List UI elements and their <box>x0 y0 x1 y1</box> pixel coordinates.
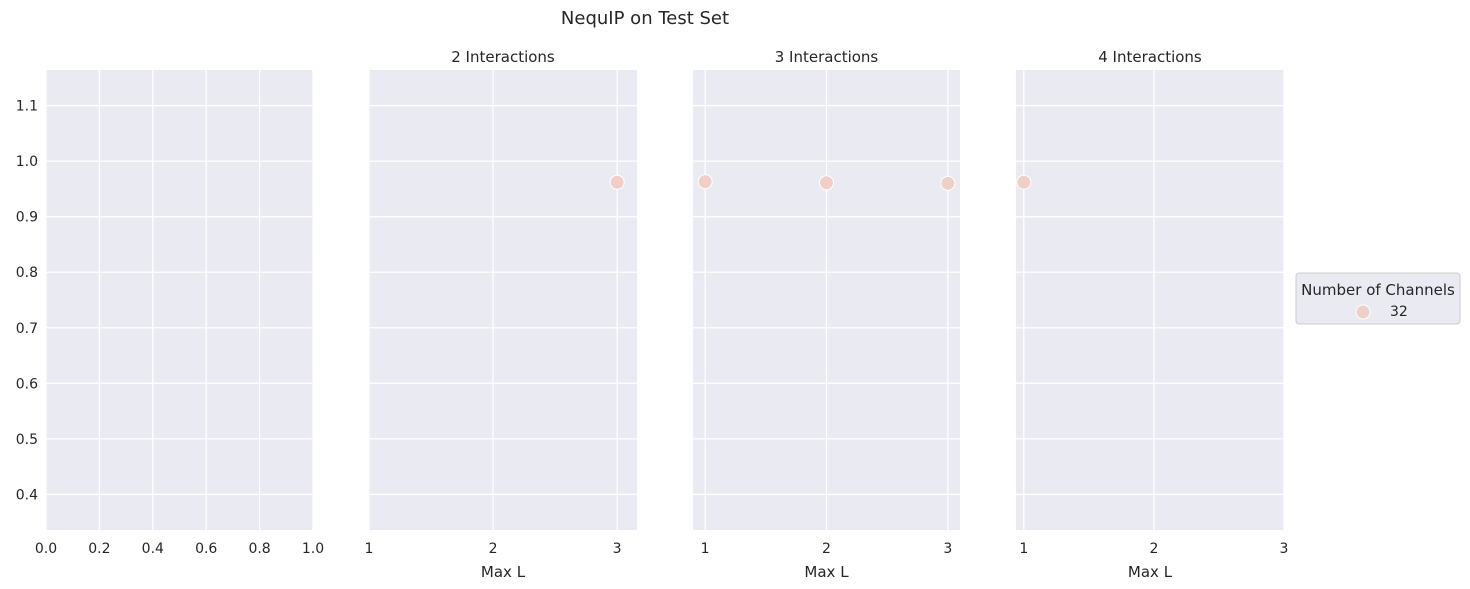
y-tick-label: 0.8 <box>16 265 38 281</box>
x-tick-label: 2 <box>1149 541 1158 557</box>
x-axis-label: Max L <box>1128 563 1173 581</box>
y-tick-label: 0.4 <box>16 487 38 503</box>
x-tick-label: 1 <box>701 541 710 557</box>
data-point <box>940 175 956 191</box>
x-tick-label: 1 <box>365 541 374 557</box>
legend-title: Number of Channels <box>1301 281 1455 299</box>
subplot-2: 1 2 3 2 Interactions Max L <box>365 48 637 581</box>
y-tick-label: 0.6 <box>16 376 38 392</box>
subplot-title: 4 Interactions <box>1098 48 1202 66</box>
x-tick-label: 1.0 <box>302 541 324 557</box>
data-point <box>609 174 625 190</box>
plot-area <box>1016 70 1284 530</box>
subplot-title: 3 Interactions <box>775 48 879 66</box>
figure-title: NequIP on Test Set <box>561 8 729 29</box>
y-tick-label: 0.7 <box>16 321 38 337</box>
plot-area <box>46 70 313 530</box>
subplot-3: 1 2 3 3 Interactions Max L <box>693 48 960 581</box>
x-tick-label: 3 <box>943 541 952 557</box>
x-tick-label: 1 <box>1019 541 1028 557</box>
data-point <box>819 175 834 191</box>
y-tick-label: 0.5 <box>16 432 38 448</box>
legend-label-32: 32 <box>1390 304 1408 320</box>
x-tick-label: 0.6 <box>195 541 217 557</box>
x-tick-label: 3 <box>1280 541 1289 557</box>
legend-marker-32 <box>1355 304 1371 320</box>
legend-box <box>1295 272 1461 325</box>
x-tick-label: 0.0 <box>35 541 57 557</box>
x-axis-label: Max L <box>804 563 849 581</box>
y-tick-label: 1.0 <box>16 154 38 170</box>
y-tick-label: 0.9 <box>16 210 38 226</box>
x-tick-label: 3 <box>613 541 622 557</box>
subplot-title: 2 Interactions <box>451 48 555 66</box>
plot-area <box>369 70 637 530</box>
x-axis-label: Max L <box>481 563 526 581</box>
subplots: 0.0 0.2 0.4 0.6 0.8 1.0 0.4 0.5 0.6 0.7 0.8 0.9 1.0 1… <box>16 48 1289 581</box>
x-tick-label: 0.2 <box>88 541 110 557</box>
subplot-4: 1 2 3 4 Interactions Max L <box>1016 48 1288 581</box>
y-tick-label: 1.1 <box>16 99 38 115</box>
x-tick-label: 2 <box>489 541 498 557</box>
data-point <box>1016 174 1032 190</box>
legend: Number of Channels 32 <box>1295 272 1461 325</box>
x-tick-label: 2 <box>822 541 831 557</box>
x-tick-label: 0.4 <box>142 541 164 557</box>
x-tick-label: 0.8 <box>248 541 270 557</box>
data-point <box>697 174 713 190</box>
subplot-1: 0.0 0.2 0.4 0.6 0.8 1.0 0.4 0.5 0.6 0.7 0.8 0.9 1.0 1… <box>16 70 324 557</box>
